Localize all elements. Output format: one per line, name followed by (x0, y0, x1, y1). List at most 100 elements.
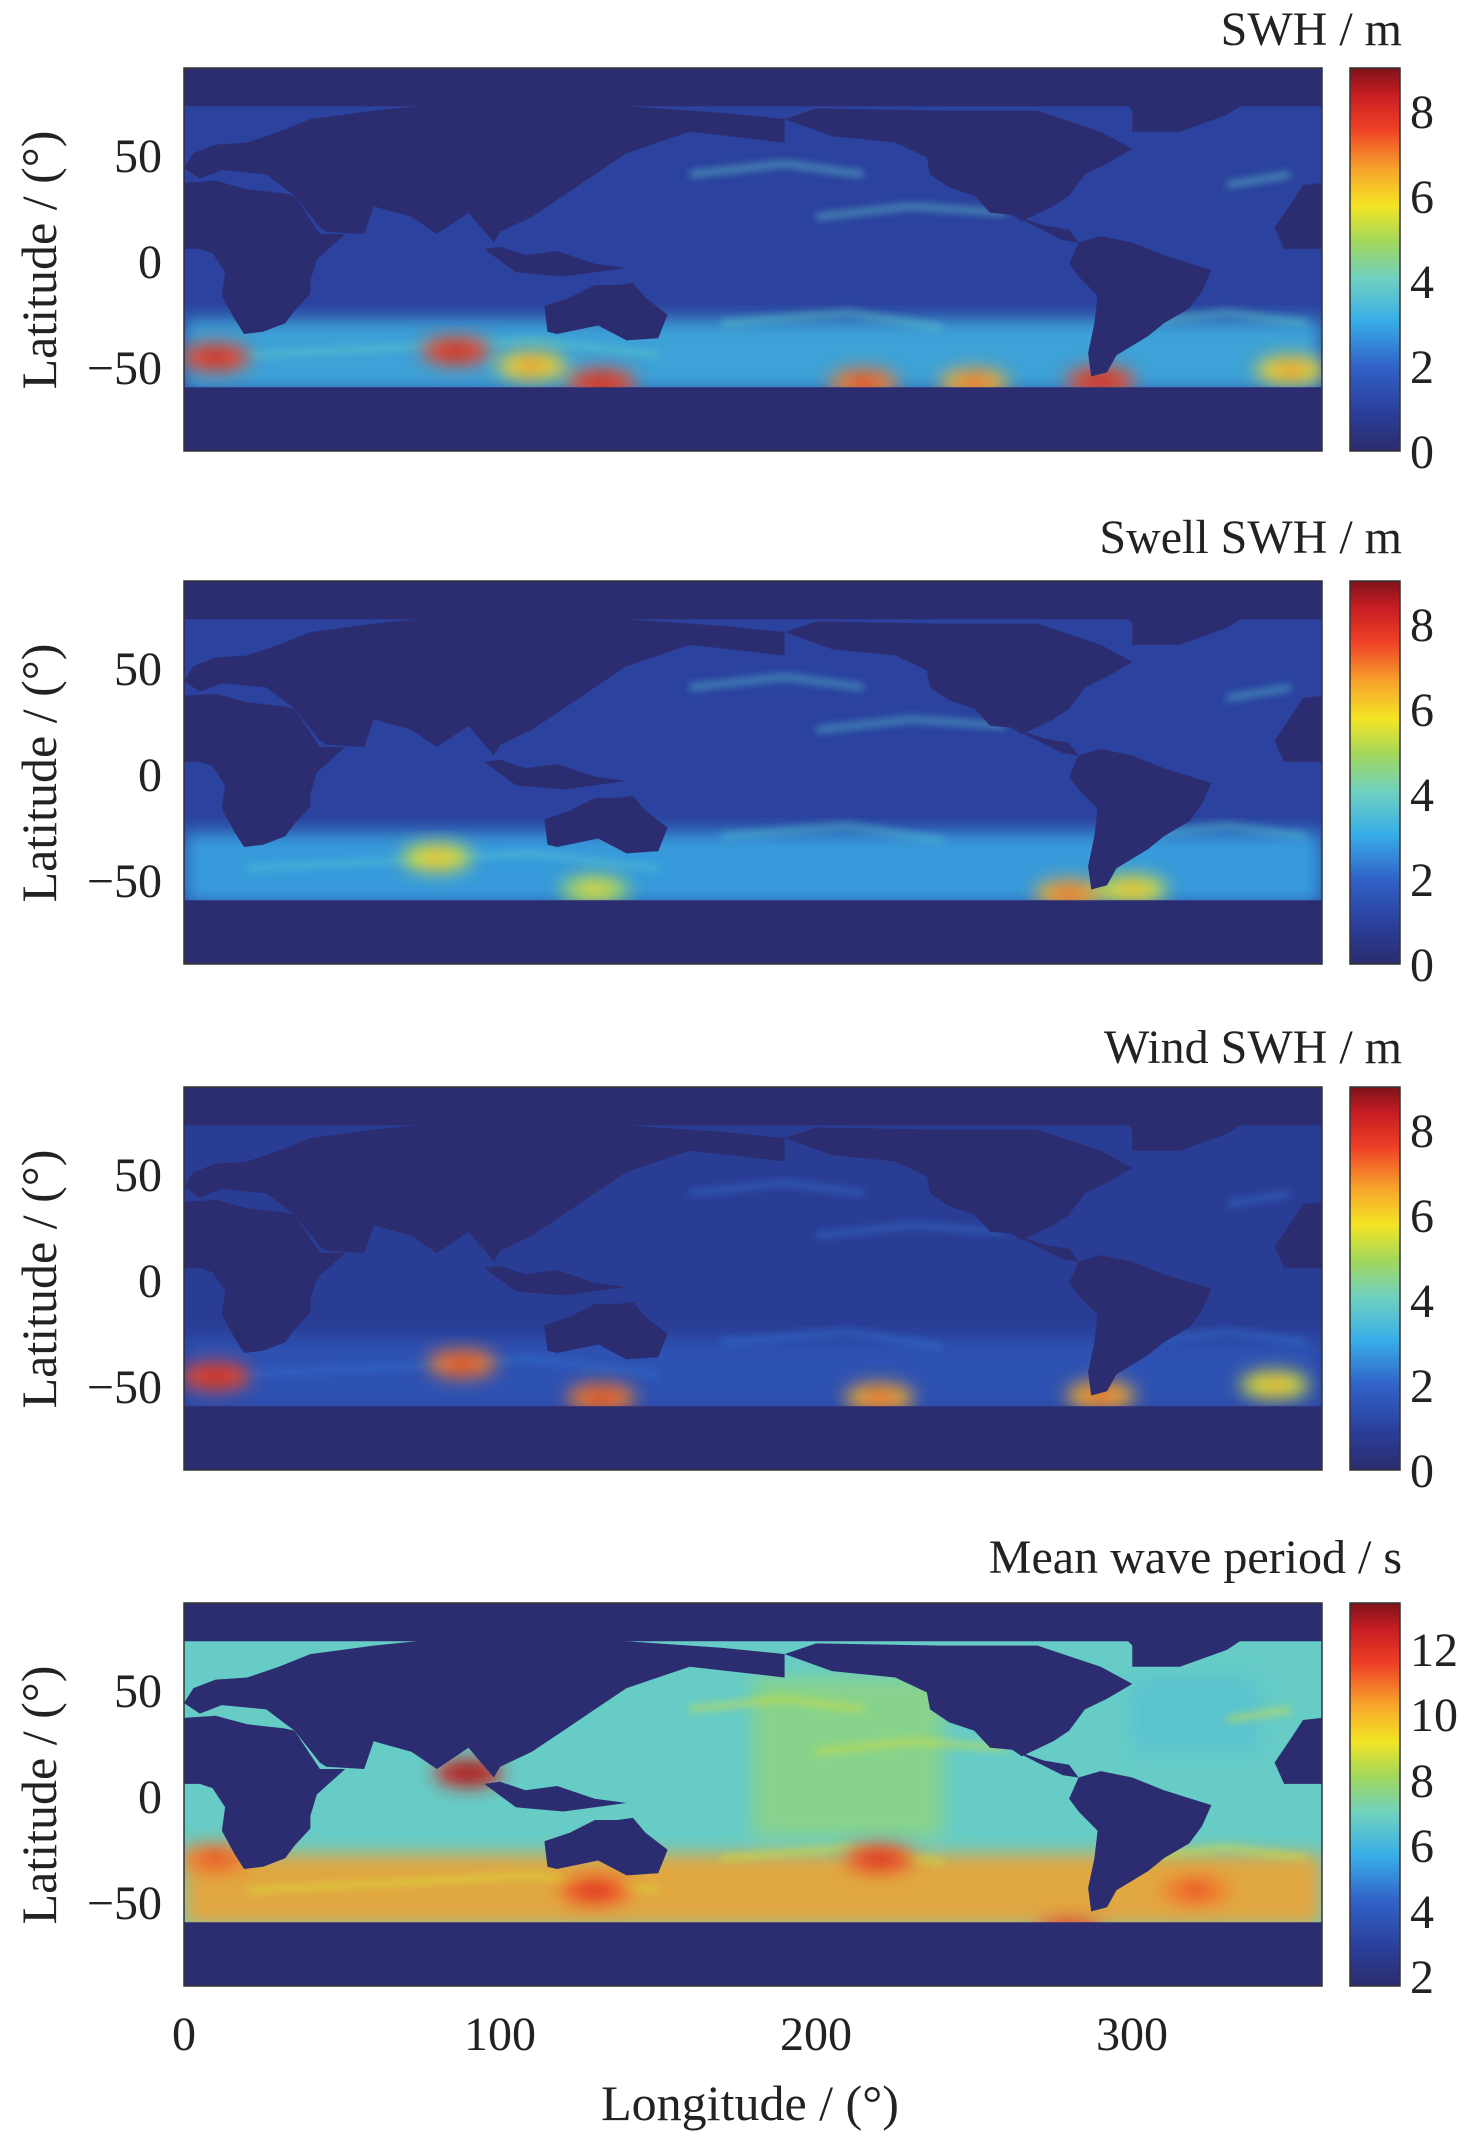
streak (689, 673, 864, 691)
mean-wave-period-map (184, 1603, 1322, 1986)
wind-swh-cbar-tick-4: 4 (1410, 1275, 1434, 1328)
land-mask (184, 1087, 1322, 1470)
hotspot-core (1055, 887, 1084, 900)
hotspot-core (849, 376, 878, 389)
wind-swh-title: Wind SWH / m (1104, 1021, 1402, 1074)
mean-wave-period-cbar-tick-12: 12 (1410, 1624, 1458, 1677)
land-europe (184, 97, 785, 243)
land-africa (184, 1199, 346, 1353)
land-africa (184, 693, 346, 847)
land-centralAm (1012, 727, 1079, 756)
hotspot-core (422, 851, 451, 864)
mean-wave-period-ytick-50: 50 (114, 1665, 162, 1718)
streak (689, 1179, 864, 1197)
land-seAsia (484, 759, 627, 790)
streak (1226, 171, 1291, 188)
swh-plot-frame (183, 67, 1323, 452)
hotspot-core (587, 376, 616, 389)
swell-swh-colorbar (1349, 580, 1401, 965)
swell-swh-cbar-tick-0: 0 (1410, 939, 1434, 992)
hotspots (402, 843, 1167, 908)
land-northCap (184, 68, 1322, 107)
swh-cbar-tick-0: 0 (1410, 426, 1434, 479)
mean-wave-period-cbar-tick-2: 2 (1410, 1951, 1434, 2004)
land-centralAm (1012, 1233, 1079, 1262)
swh-ylabel: Latitude / (°) (11, 131, 67, 390)
land-africaW (1274, 695, 1322, 762)
wind-swh-ylabel: Latitude / (°) (11, 1150, 67, 1409)
land-mask (184, 68, 1322, 451)
hotspot-core (448, 1357, 477, 1370)
swell-swh-ytick-0: 0 (138, 749, 162, 802)
land-australia (544, 1817, 668, 1876)
hotspot-core (517, 359, 546, 372)
wind-swh-ytick-0: 0 (138, 1255, 162, 1308)
mean-wave-period-ytick-0: 0 (138, 1771, 162, 1824)
wind-swh-cbar-tick-6: 6 (1410, 1190, 1434, 1243)
hotspots (184, 1349, 1309, 1412)
heatmap-layer (184, 1087, 1322, 1470)
land-centralAm (1012, 214, 1079, 243)
streak (1226, 1190, 1291, 1207)
swell-swh-cbar-tick-6: 6 (1410, 684, 1434, 737)
streak (815, 1222, 1007, 1239)
streak (689, 160, 864, 178)
swell-swh-plot-frame (183, 580, 1323, 965)
land-northAm (784, 1127, 1133, 1241)
hotspot-core (1260, 1378, 1289, 1391)
mean-wave-period-ylabel: Latitude / (°) (11, 1666, 67, 1925)
swell-swh-ytick-50: 50 (114, 643, 162, 696)
swell-swh-ylabel: Latitude / (°) (11, 644, 67, 903)
swell-swh-ytick-minus50: −50 (87, 855, 162, 908)
hotspot-core (865, 1852, 894, 1865)
streak (815, 1738, 1007, 1755)
hotspot-core (1181, 1884, 1210, 1897)
land-northCap (184, 581, 1322, 620)
land-mask (184, 581, 1322, 964)
swh-ytick-50: 50 (114, 130, 162, 183)
streak (1226, 684, 1291, 701)
hotspot-core (865, 1391, 894, 1404)
land-australia (544, 1301, 668, 1360)
swh-colorbar (1349, 67, 1401, 452)
mean-wave-period-title: Mean wave period / s (989, 1531, 1402, 1584)
wind-swh-cbar-tick-0: 0 (1410, 1445, 1434, 1498)
land-antarctica (184, 900, 1322, 964)
land-northCap (184, 1603, 1322, 1642)
land-northAm (784, 108, 1133, 222)
land-southAm (1069, 1255, 1212, 1396)
land-centralAm (1012, 1749, 1079, 1778)
swh-ytick-minus50: −50 (87, 342, 162, 395)
land-mask (184, 1603, 1322, 1986)
land-africaW (1274, 182, 1322, 249)
land-antarctica (184, 387, 1322, 451)
hotspot-core (1086, 374, 1115, 387)
mean-wave-period-cbar-tick-8: 8 (1410, 1755, 1434, 1808)
xtick-100: 100 (464, 2008, 536, 2061)
hotspot-core (1276, 364, 1305, 377)
wind-swh-ytick-minus50: −50 (87, 1361, 162, 1414)
hotspot-core (201, 1852, 230, 1865)
swh-ytick-0: 0 (138, 236, 162, 289)
panel-swh: SWH / m 50 0 −50 Latitude / (°) 8 6 4 2 … (11, 3, 1434, 479)
hotspot-core (201, 351, 230, 364)
wind-swh-cbar-tick-2: 2 (1410, 1360, 1434, 1413)
streak (721, 1328, 944, 1350)
swh-cbar-tick-8: 8 (1410, 86, 1434, 139)
mean-wave-period-plot-frame (183, 1602, 1323, 1987)
land-europe (184, 1116, 785, 1262)
land-northAm (784, 1643, 1133, 1757)
land-australia (544, 282, 668, 341)
land-southAm (1069, 236, 1212, 377)
xtick-200: 200 (780, 2008, 852, 2061)
xlabel: Longitude / (°) (601, 2075, 899, 2131)
swell-swh-title: Swell SWH / m (1099, 511, 1402, 564)
wind-swh-ytick-50: 50 (114, 1149, 162, 1202)
hotspot-core (201, 1370, 230, 1383)
panel-swell-swh: Swell SWH / m 50 0 −50 Latitude / (°) 8 … (11, 511, 1434, 992)
hotspot-core (580, 1884, 609, 1897)
mean-wave-period-ytick-minus50: −50 (87, 1877, 162, 1930)
land-europe (184, 1632, 785, 1778)
swell-swh-cbar-tick-2: 2 (1410, 854, 1434, 907)
